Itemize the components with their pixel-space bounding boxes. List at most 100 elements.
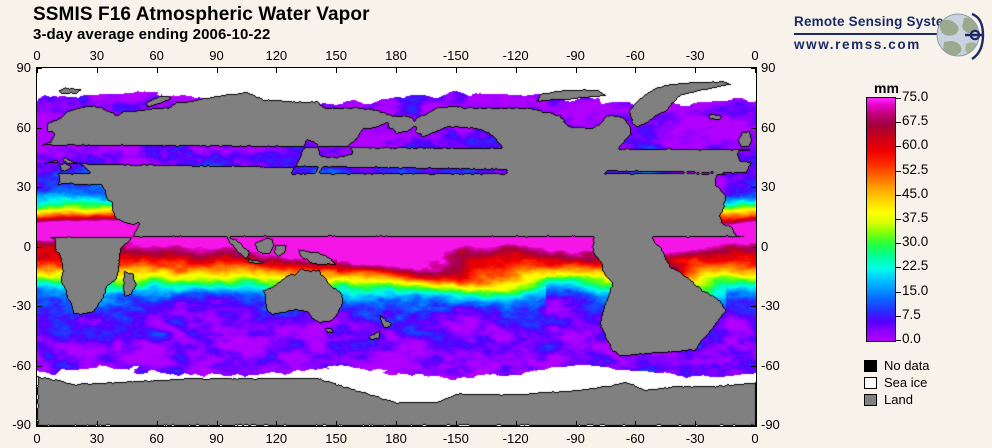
colorbar-tick-2: [895, 146, 901, 148]
x-tick-top-12: [755, 68, 756, 73]
x-tick-label-bottom-7: -150: [442, 431, 469, 446]
x-tick-top-2: [156, 68, 158, 73]
y-tick-right-5: [751, 365, 756, 367]
x-tick-label-bottom-0: 0: [33, 431, 41, 446]
x-tick-label-bottom-5: 150: [325, 431, 347, 446]
colorbar-tick-label-5: 37.5: [902, 210, 929, 225]
colorbar-tick-label-7: 22.5: [902, 258, 929, 274]
colorbar-tick-3: [895, 170, 901, 172]
x-tick-label-top-7: -150: [442, 48, 469, 63]
colorbar-tick-1: [895, 122, 901, 124]
x-tick-label-bottom-3: 90: [209, 431, 224, 446]
colorbar-tick-label-3: 52.5: [902, 161, 929, 177]
colorbar-gradient[interactable]: [866, 97, 896, 342]
y-tick-right-4: [751, 306, 756, 307]
x-tick-label-bottom-12: 0: [751, 431, 759, 446]
key-label-no-data: No data: [884, 358, 930, 373]
water-vapor-heatmap[interactable]: [37, 68, 756, 426]
colorbar-tick-label-10: 0.0: [902, 331, 921, 346]
y-tick-label-left-1: 60: [16, 119, 31, 135]
y-tick-label-right-5: -60: [761, 357, 780, 373]
key-row-1: Sea ice: [864, 375, 984, 392]
x-tick-label-bottom-9: -90: [566, 431, 585, 446]
logo-line1: Remote Sensing Systems: [794, 14, 964, 29]
colorbar-tick-8: [895, 291, 901, 293]
y-tick-label-left-6: -90: [12, 417, 31, 432]
x-tick-bottom-1: [96, 421, 98, 426]
colorbar-tick-4: [895, 194, 901, 196]
x-tick-label-bottom-1: 30: [89, 431, 105, 446]
key-label-land: Land: [884, 392, 913, 407]
colorbar-tick-label-0: 75.0: [902, 89, 929, 104]
colorbar-tick-5: [895, 219, 901, 220]
colorbar-tick-6: [895, 243, 901, 245]
x-tick-top-5: [336, 68, 338, 73]
y-tick-left-2: [37, 187, 42, 188]
y-tick-left-5: [37, 365, 42, 367]
x-tick-label-bottom-6: 180: [385, 431, 407, 446]
map-plot-area[interactable]: [36, 67, 757, 427]
y-tick-label-left-0: 90: [16, 60, 31, 75]
x-tick-top-10: [635, 68, 637, 73]
y-tick-left-3: [37, 246, 42, 248]
x-tick-label-bottom-2: 60: [149, 431, 164, 446]
key-label-sea-ice: Sea ice: [884, 375, 928, 390]
x-tick-bottom-9: [575, 421, 577, 426]
x-tick-bottom-3: [216, 421, 218, 426]
x-tick-bottom-0: [37, 421, 38, 426]
map-mask-key: No data Sea ice Land: [864, 358, 984, 409]
colorbar-tick-label-1: 67.5: [902, 113, 929, 129]
colorbar-tick-10: [895, 340, 901, 341]
y-tick-right-3: [751, 246, 756, 248]
x-tick-label-bottom-4: 120: [265, 431, 288, 446]
y-tick-right-0: [751, 68, 756, 69]
x-tick-label-top-8: -120: [502, 48, 529, 63]
x-tick-label-top-6: 180: [385, 48, 407, 63]
y-tick-label-left-2: 30: [16, 179, 31, 194]
y-tick-right-1: [751, 127, 756, 129]
x-tick-label-top-4: 120: [265, 48, 288, 63]
x-tick-label-bottom-11: -30: [685, 431, 705, 446]
x-tick-label-top-3: 90: [209, 48, 224, 63]
x-tick-label-top-11: -30: [685, 48, 705, 63]
x-tick-top-0: [37, 68, 38, 73]
page-title: SSMIS F16 Atmospheric Water Vapor: [33, 4, 370, 25]
key-swatch-no-data: [864, 360, 877, 372]
key-swatch-sea-ice: [864, 377, 877, 389]
y-tick-label-left-5: -60: [12, 357, 31, 373]
colorbar-tick-label-2: 60.0: [902, 137, 929, 153]
colorbar-tick-label-6: 30.0: [902, 234, 929, 250]
x-tick-bottom-10: [635, 421, 637, 426]
y-tick-left-4: [37, 306, 42, 307]
y-tick-label-right-1: 60: [761, 119, 776, 135]
x-tick-label-top-12: 0: [751, 48, 759, 63]
x-tick-label-top-0: 0: [33, 48, 41, 63]
y-tick-label-right-0: 90: [761, 60, 776, 75]
y-tick-label-right-3: 0: [761, 238, 769, 254]
x-tick-label-top-9: -90: [566, 48, 585, 63]
x-tick-bottom-6: [396, 421, 397, 426]
x-tick-bottom-8: [515, 421, 517, 426]
y-tick-label-left-3: 0: [23, 238, 31, 254]
colorbar-tick-7: [895, 267, 901, 269]
x-tick-label-top-1: 30: [89, 48, 105, 63]
logo-divider: [794, 33, 946, 35]
x-tick-bottom-7: [455, 421, 457, 426]
x-tick-bottom-4: [276, 421, 278, 426]
x-tick-top-8: [515, 68, 517, 73]
x-tick-top-7: [455, 68, 457, 73]
y-tick-label-right-2: 30: [761, 179, 776, 194]
y-tick-label-right-4: -30: [761, 298, 780, 313]
colorbar-tick-label-4: 45.0: [902, 185, 929, 201]
x-tick-top-6: [396, 68, 397, 73]
logo-line2: www.remss.com: [794, 37, 921, 52]
colorbar-tick-label-8: 15.0: [902, 282, 929, 298]
x-tick-top-4: [276, 68, 278, 73]
colorbar-unit-label: mm: [874, 80, 899, 96]
y-tick-right-2: [751, 187, 756, 188]
y-tick-left-6: [37, 425, 42, 426]
y-tick-left-1: [37, 127, 42, 129]
remss-logo[interactable]: Remote Sensing Systems www.remss.com: [790, 8, 986, 64]
colorbar-tick-0: [895, 98, 901, 99]
